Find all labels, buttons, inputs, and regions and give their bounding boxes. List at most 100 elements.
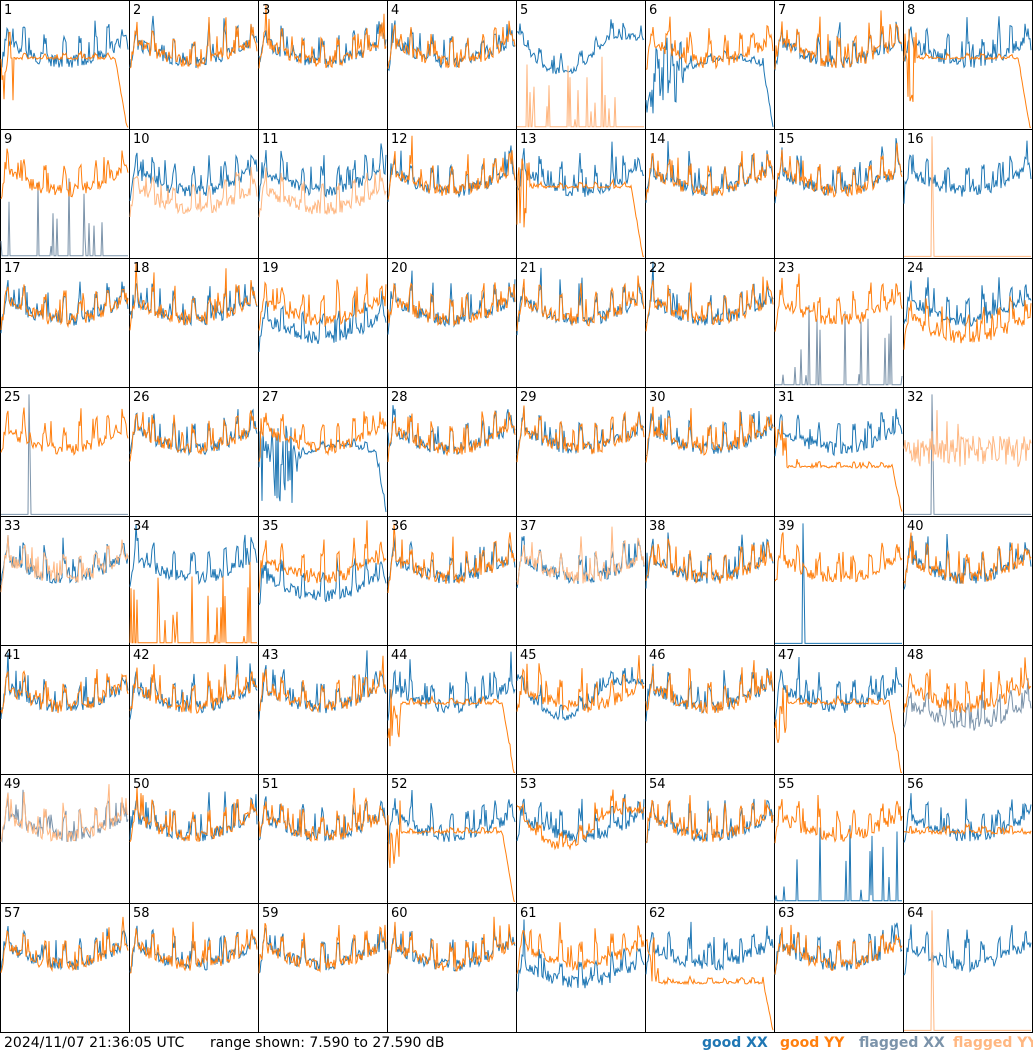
panel-48: 48 [903,645,1033,775]
panel-frame [774,903,904,1033]
panel-label: 40 [907,519,924,534]
series-yy-panel-32 [903,410,1032,467]
series-xx-panel-34 [129,524,258,587]
legend-good-xx: good XX [702,1035,768,1051]
series-yy-panel-4 [387,20,516,69]
panel-label: 13 [520,132,537,147]
panel-frame [516,258,646,388]
panel-frame [129,387,259,517]
series-yy-panel-3 [258,4,387,69]
series-yy-panel-17 [0,284,129,331]
panel-6: 6 [645,0,775,130]
panel-label: 18 [133,261,150,276]
series-yy-panel-50 [129,786,258,843]
series-yy-panel-54 [645,795,774,844]
series-yy-panel-43 [258,655,387,714]
panel-frame [129,903,259,1033]
series-xx-panel-48 [903,678,1032,731]
panel-frame [516,774,646,904]
series-yy-panel-2 [129,16,258,70]
panel-frame [129,774,259,904]
panel-frame [0,0,130,130]
series-yy-panel-49 [0,784,129,842]
panel-label: 41 [4,648,21,663]
panel-label: 33 [4,519,21,534]
panel-label: 57 [4,906,21,921]
panel-24: 24 [903,258,1033,388]
series-yy-panel-11 [258,167,387,218]
panel-label: 32 [907,390,924,405]
series-xx-panel-61 [516,919,645,992]
series-yy-panel-47 [774,685,902,773]
panel-42: 42 [129,645,259,775]
panel-frame [0,129,130,259]
panel-15: 15 [774,129,904,259]
series-xx-panel-9 [0,178,128,257]
panel-frame [516,129,646,259]
series-xx-panel-31 [774,408,903,457]
series-yy-panel-61 [516,922,645,974]
panel-label: 45 [520,648,537,663]
series-yy-panel-25 [0,407,129,456]
panel-26: 26 [129,387,259,517]
series-xx-panel-56 [903,793,1032,843]
panel-label: 27 [262,390,279,405]
series-yy-panel-51 [258,787,387,843]
panel-frame [903,774,1033,904]
panel-41: 41 [0,645,130,775]
series-yy-panel-62 [645,937,774,1031]
panel-frame [516,0,646,130]
series-yy-panel-5 [517,56,644,128]
series-yy-panel-33 [0,535,129,593]
series-xx-panel-5 [517,19,645,75]
panel-label: 2 [133,3,141,18]
panel-label: 53 [520,777,537,792]
panel-label: 36 [391,519,408,534]
panel-label: 39 [778,519,795,534]
panel-22: 22 [645,258,775,388]
series-yy-panel-53 [516,789,645,851]
series-yy-panel-1 [0,31,129,128]
series-yy-panel-24 [903,296,1032,350]
panel-64: 64 [903,903,1033,1033]
panel-label: 5 [520,3,528,18]
panel-14: 14 [645,129,775,259]
panel-label: 17 [4,261,21,276]
panel-frame [0,387,130,517]
series-yy-panel-27 [258,411,387,462]
panel-frame [387,387,517,517]
panel-label: 49 [4,777,21,792]
panel-label: 42 [133,648,150,663]
panel-11: 11 [258,129,388,259]
panel-frame [387,903,517,1033]
series-yy-panel-34 [129,562,257,644]
panel-57: 57 [0,903,130,1033]
panel-label: 9 [4,132,12,147]
panel-frame [774,0,904,130]
series-xx-panel-6 [645,37,774,127]
panel-frame [0,774,130,904]
panel-frame [774,645,904,775]
panel-frame [258,774,388,904]
panel-45: 45 [516,645,646,775]
series-yy-panel-18 [129,262,258,331]
panel-frame [129,516,259,646]
panel-21: 21 [516,258,646,388]
panel-61: 61 [516,903,646,1033]
panel-label: 62 [649,906,666,921]
panel-59: 59 [258,903,388,1033]
series-yy-panel-21 [516,275,645,332]
panel-label: 54 [649,777,666,792]
series-yy-panel-57 [0,916,129,973]
legend-flagged-xx: flagged XX [859,1035,945,1051]
series-yy-panel-23 [774,273,903,332]
series-yy-panel-64 [904,910,1031,1031]
panel-label: 21 [520,261,537,276]
panel-label: 1 [4,3,12,18]
panel-35: 35 [258,516,388,646]
panel-label: 63 [778,906,795,921]
panel-frame [903,0,1033,130]
panel-label: 15 [778,132,795,147]
panel-label: 46 [649,648,666,663]
panel-frame [645,516,775,646]
